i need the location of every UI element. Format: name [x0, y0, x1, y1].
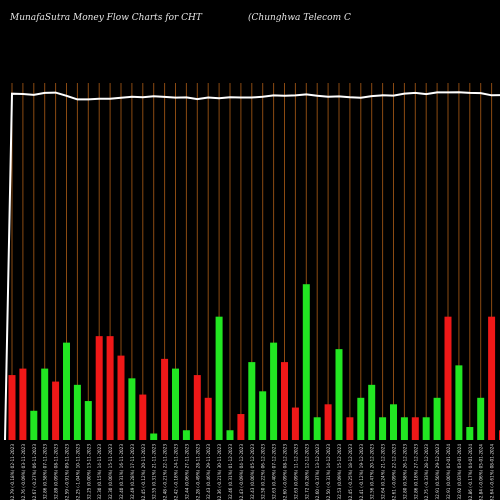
x-tick-label: 32.72 (0.28%) 12-12-2023: [304, 444, 309, 500]
x-tick-label: 32.60 (-0.37%) 13-12-2023: [315, 444, 320, 500]
x-tick-label: 32.64 (-0.61%) 08-01-2024: [490, 444, 495, 500]
money-flow-bar: [400, 417, 408, 440]
x-tick-label: 32.40 (0.31%) 16-11-2023: [119, 444, 124, 500]
x-tick-label: 32.45 (-0.12%) 20-11-2023: [141, 444, 146, 500]
chart-subtitle: (Chunghwa Telecom C: [248, 13, 351, 23]
money-flow-bar: [128, 378, 136, 440]
money-flow-bar: [161, 358, 169, 440]
x-tick-label: 32.43 (0.00%) 05-12-2023: [250, 444, 255, 500]
x-tick-label: 32.80 (0.58%) 26-12-2023: [402, 444, 407, 500]
money-flow-bar: [237, 414, 245, 440]
x-tick-label: 32.86 (0.18%) 27-12-2023: [413, 444, 418, 500]
money-flow-bar: [335, 349, 343, 440]
money-flow-bar: [488, 316, 496, 440]
x-tick-label: 32.89 (0.09%) 08-11-2023: [54, 444, 59, 500]
x-tick-label: 32.63 (0.40%) 07-12-2023: [272, 444, 277, 500]
price-line: [4, 91, 500, 441]
money-flow-bar: [357, 397, 365, 440]
money-flow-bar: [302, 284, 310, 440]
x-tick-label: 32.50 (-0.31%) 14-12-2023: [326, 444, 331, 500]
x-tick-label: 32.50 (0.22%) 06-12-2023: [261, 444, 266, 500]
money-flow-bar: [8, 375, 16, 440]
x-tick-label: 32.49 (0.28%) 17-11-2023: [130, 444, 135, 500]
money-flow-bar: [226, 430, 234, 440]
x-tick-label: 32.59 (-0.91%) 09-11-2023: [65, 444, 70, 500]
money-flow-bar: [182, 430, 190, 440]
x-tick-label: 32.67 (-0.27%) 06-11-2023: [32, 444, 37, 500]
money-flow-bar: [313, 417, 321, 440]
money-flow-bar: [63, 342, 70, 440]
money-flow-bar: [248, 362, 256, 440]
money-flow-bar: [379, 417, 387, 440]
x-tick-label: 32.60 (-0.09%) 08-12-2023: [283, 444, 288, 500]
x-tick-label: 32.55 (0.31%) 21-11-2023: [152, 444, 157, 500]
x-tick-label: 32.56 (0.47%) 20-12-2023: [370, 444, 375, 500]
money-flow-bar: [139, 394, 147, 440]
x-tick-label: 32.91 (0.50%) 29-12-2023: [435, 444, 440, 500]
x-tick-label: 32.36 (-0.21%) 30-11-2023: [217, 444, 222, 500]
x-tick-label: 32.86 (-0.17%) 04-01-2024: [468, 444, 473, 500]
money-flow-bar: [270, 342, 278, 440]
money-flow-bar: [368, 384, 376, 440]
x-tick-label: 32.43 (-0.09%) 04-12-2023: [239, 444, 244, 500]
x-tick-label: 32.79 (-0.18%) 02-11-2023: [10, 444, 15, 500]
money-flow-bar: [281, 362, 288, 440]
x-tick-label: 32.41 (-0.12%) 19-12-2023: [359, 444, 364, 500]
chart-title: MunafaSutra Money Flow Charts for CHT: [10, 13, 202, 23]
x-tick-label: 32.75 (-0.33%) 28-12-2023: [424, 444, 429, 500]
x-tick-label: 32.28 (-0.49%) 28-11-2023: [195, 444, 200, 500]
money-flow-bar: [215, 316, 223, 440]
x-tick-label: 32.46 (0.31%) 01-12-2023: [228, 444, 233, 500]
x-tick-label: 32.42 (-0.18%) 24-11-2023: [174, 444, 179, 500]
money-flow-bar: [52, 381, 60, 440]
x-tick-label: 32.44 (0.06%) 27-11-2023: [184, 444, 189, 500]
x-tick-label: 32.92 (0.03%) 03-01-2024: [457, 444, 462, 500]
x-tick-label: 32.48 (-0.21%) 22-11-2023: [163, 444, 168, 500]
x-tick-label: 32.30 (0.15%) 14-11-2023: [97, 444, 102, 500]
x-tick-label: 32.86 (0.58%) 07-11-2023: [43, 444, 48, 500]
money-flow-bar: [19, 368, 27, 440]
money-flow-bar: [84, 401, 92, 440]
x-tick-label: 32.30 (0.00%) 15-11-2023: [108, 444, 113, 500]
x-tick-label: 32.25 (-1.04%) 10-11-2023: [75, 444, 80, 500]
x-tick-label: 32.61 (-0.09%) 22-12-2023: [392, 444, 397, 500]
x-tick-label: 32.45 (-0.25%) 18-12-2023: [348, 444, 353, 500]
x-tick-label: 32.84 (-0.06%) 05-01-2024: [479, 444, 484, 500]
money-flow-bar: [455, 365, 463, 440]
money-flow-bar: [324, 404, 332, 440]
money-flow-bar: [172, 368, 179, 440]
x-tick-label: 32.91 (0.00%) 02-01-2024: [446, 444, 451, 500]
money-flow-bar: [73, 384, 81, 440]
money-flow-bar: [390, 404, 397, 440]
money-flow-bar: [477, 397, 485, 440]
x-tick-label: 32.64 (0.24%) 21-12-2023: [381, 444, 386, 500]
money-flow-bar: [422, 417, 430, 440]
money-flow-bar: [95, 336, 103, 440]
money-flow-bar: [259, 391, 267, 440]
money-flow-bar: [433, 397, 441, 440]
money-flow-bar: [444, 316, 452, 440]
money-flow-bar: [193, 375, 201, 440]
x-tick-label: 32.43 (0.46%) 29-11-2023: [206, 444, 211, 500]
money-flow-bar: [150, 433, 158, 440]
x-tick-label: 32.76 (-0.09%) 03-11-2023: [21, 444, 26, 500]
x-tick-label: 32.63 (0.09%) 11-12-2023: [293, 444, 298, 500]
money-flow-bar: [466, 427, 474, 440]
money-flow-bar: [106, 336, 114, 440]
x-tick-label: 32.53 (0.09%) 15-12-2023: [337, 444, 342, 500]
money-flow-bar: [411, 417, 419, 440]
x-tick-label: 32.25 (0.00%) 13-11-2023: [86, 444, 91, 500]
money-flow-bar: [291, 407, 299, 440]
money-flow-bar: [346, 417, 354, 440]
money-flow-bar: [117, 355, 125, 440]
money-flow-bar: [41, 368, 49, 440]
money-flow-bar: [30, 410, 38, 440]
money-flow-bar: [204, 397, 212, 440]
